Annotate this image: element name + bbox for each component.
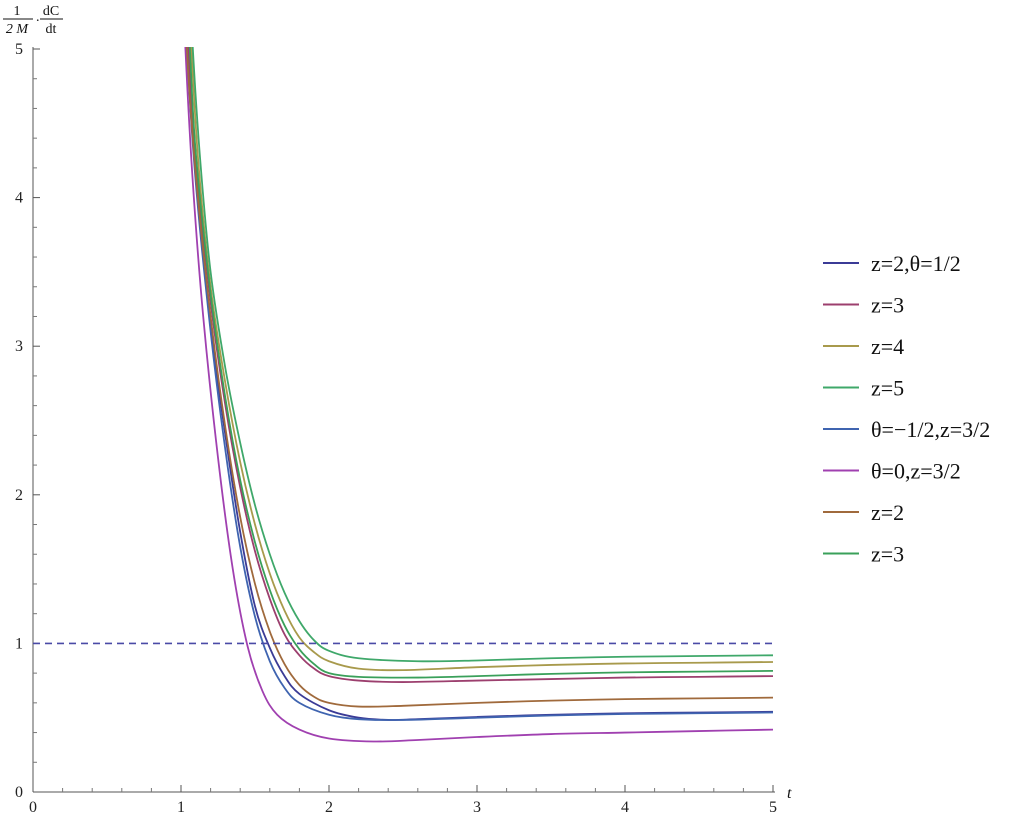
series-line-5 — [185, 47, 774, 721]
legend-label-6: θ=0,z=3/2 — [871, 459, 961, 484]
series-lines — [184, 47, 774, 743]
y-tick-label: 4 — [15, 190, 23, 207]
legend-label-4: z=5 — [871, 376, 904, 401]
legend-label-1: z=2,θ=1/2 — [871, 251, 961, 276]
series-line-1 — [187, 47, 774, 721]
series-line-2 — [187, 47, 774, 683]
series-line-3 — [190, 47, 774, 672]
series-line-4 — [191, 47, 774, 663]
series-line-7 — [185, 47, 774, 708]
legend: z=2,θ=1/2 z=3 z=4 z=5 θ=−1/2,z=3/2 θ=0,z=3/2 z… — [823, 251, 990, 567]
y-label-frac2-den: dt — [46, 22, 57, 37]
x-tick-label: 5 — [769, 799, 777, 816]
x-axis-label: t — [787, 785, 792, 802]
x-tick-label: 3 — [473, 799, 481, 816]
y-tick-label: 5 — [15, 41, 23, 58]
legend-label-8: z=3 — [871, 542, 904, 567]
legend-label-2: z=3 — [871, 293, 904, 318]
y-tick-label: 2 — [15, 487, 23, 504]
y-label-frac2-num: dC — [43, 4, 59, 19]
series-line-6 — [184, 47, 774, 743]
series-line-8 — [188, 47, 774, 679]
x-tick-label: 0 — [29, 799, 37, 816]
legend-label-5: θ=−1/2,z=3/2 — [871, 417, 990, 442]
y-axis-label: 1 2 M . dC dt — [3, 4, 63, 37]
x-tick-label: 2 — [325, 799, 333, 816]
y-label-frac1-num: 1 — [14, 4, 21, 19]
tick-labels: 0 1 2 3 4 5 0 1 2 3 4 5 — [15, 41, 777, 816]
x-tick-label: 1 — [177, 799, 185, 816]
y-tick-label: 3 — [15, 338, 23, 355]
x-tick-label: 4 — [621, 799, 629, 816]
legend-label-7: z=2 — [871, 500, 904, 525]
legend-label-3: z=4 — [871, 334, 904, 359]
y-tick-label: 1 — [15, 635, 23, 652]
y-label-frac1-den: 2 M — [6, 22, 30, 37]
y-tick-label: 0 — [15, 784, 23, 801]
y-label-dot: . — [36, 10, 40, 25]
axis-ticks — [32, 48, 774, 793]
